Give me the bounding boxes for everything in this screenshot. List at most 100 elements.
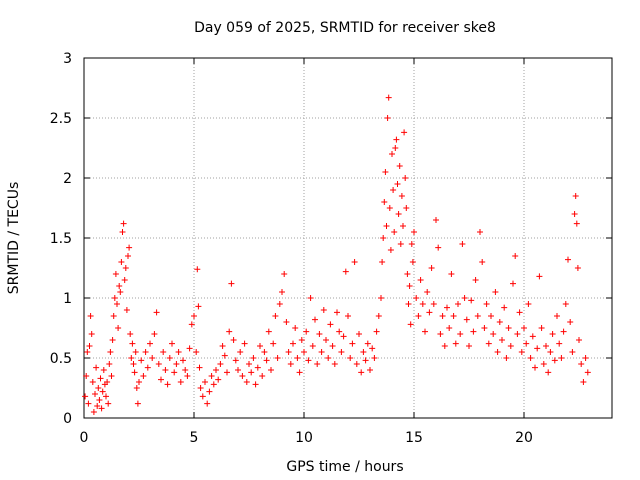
data-point (446, 325, 453, 331)
data-point (395, 211, 402, 217)
data-point (470, 328, 477, 335)
data-point (369, 345, 376, 352)
data-point (243, 379, 250, 385)
data-point (177, 379, 184, 385)
data-point (461, 295, 468, 301)
data-point (107, 349, 114, 355)
data-point (345, 313, 351, 319)
data-point (340, 333, 347, 340)
data-point (219, 343, 226, 349)
data-point (380, 235, 387, 241)
data-point (503, 355, 510, 361)
data-point (151, 331, 158, 337)
data-point (437, 331, 444, 337)
data-point (560, 328, 567, 335)
chart-title: Day 059 of 2025, SRMTID for receiver ske… (194, 20, 496, 36)
data-point (132, 349, 139, 355)
data-point (274, 355, 281, 361)
data-point (188, 321, 195, 328)
data-point (549, 331, 556, 337)
data-point (392, 145, 399, 151)
data-point (558, 355, 565, 361)
data-point (169, 340, 175, 347)
data-point (193, 349, 200, 355)
data-point (228, 280, 235, 287)
data-point (246, 361, 252, 367)
y-tick-label: 3 (63, 51, 72, 67)
data-point (265, 328, 272, 335)
data-point (99, 388, 106, 395)
data-point (307, 295, 314, 301)
data-point (95, 385, 102, 391)
data-point (325, 355, 332, 361)
data-point (128, 355, 135, 361)
data-point (106, 361, 113, 367)
data-point (166, 355, 173, 361)
data-point (208, 373, 215, 379)
data-point (312, 316, 318, 323)
data-point (133, 385, 140, 391)
data-point (433, 217, 439, 223)
data-point (250, 355, 257, 361)
data-point (83, 373, 90, 379)
data-point (180, 357, 186, 364)
x-axis-label: GPS time / hours (286, 459, 403, 475)
data-point (84, 349, 91, 355)
data-points (82, 94, 591, 415)
data-point (404, 271, 411, 277)
data-point (347, 355, 354, 361)
data-point (254, 364, 261, 371)
data-point (521, 325, 527, 331)
data-point (215, 376, 222, 383)
data-point (94, 403, 101, 409)
data-point (409, 259, 416, 265)
data-point (230, 337, 237, 343)
data-point (334, 309, 340, 316)
data-point (93, 364, 100, 371)
y-axis-label: SRMTID / TECUs (6, 182, 22, 295)
data-point (371, 355, 378, 361)
data-point (281, 271, 288, 277)
data-point (301, 349, 307, 355)
data-point (134, 400, 141, 407)
data-point (140, 373, 147, 379)
data-point (514, 331, 521, 337)
data-point (184, 373, 191, 379)
data-point (97, 375, 104, 382)
data-point (114, 301, 120, 307)
data-point (510, 280, 516, 287)
axis-ticks (83, 57, 612, 419)
data-point (386, 205, 393, 211)
data-point (419, 301, 426, 307)
data-point (385, 94, 392, 101)
x-tick-label: 5 (190, 430, 199, 446)
data-point (401, 129, 408, 136)
x-tick-label: 10 (295, 430, 313, 446)
data-point (405, 301, 412, 307)
data-point (82, 393, 89, 400)
data-point (279, 289, 285, 295)
data-point (584, 369, 591, 376)
data-point (397, 241, 404, 247)
x-tick-label: 20 (515, 430, 533, 446)
data-point (543, 343, 549, 349)
data-point (117, 289, 124, 295)
y-tick-label: 0 (63, 411, 72, 427)
data-point (305, 357, 312, 364)
data-point (270, 340, 277, 347)
data-point (382, 169, 389, 175)
data-point (298, 337, 305, 343)
data-point (155, 361, 162, 367)
data-point (391, 229, 398, 235)
data-point (123, 307, 130, 313)
data-point (479, 259, 486, 265)
data-point (426, 309, 433, 316)
data-point (435, 244, 442, 251)
data-point (536, 273, 543, 280)
data-point (116, 283, 123, 289)
data-point (259, 373, 266, 379)
data-point (518, 349, 525, 355)
data-point (136, 379, 142, 385)
data-point (153, 309, 160, 316)
